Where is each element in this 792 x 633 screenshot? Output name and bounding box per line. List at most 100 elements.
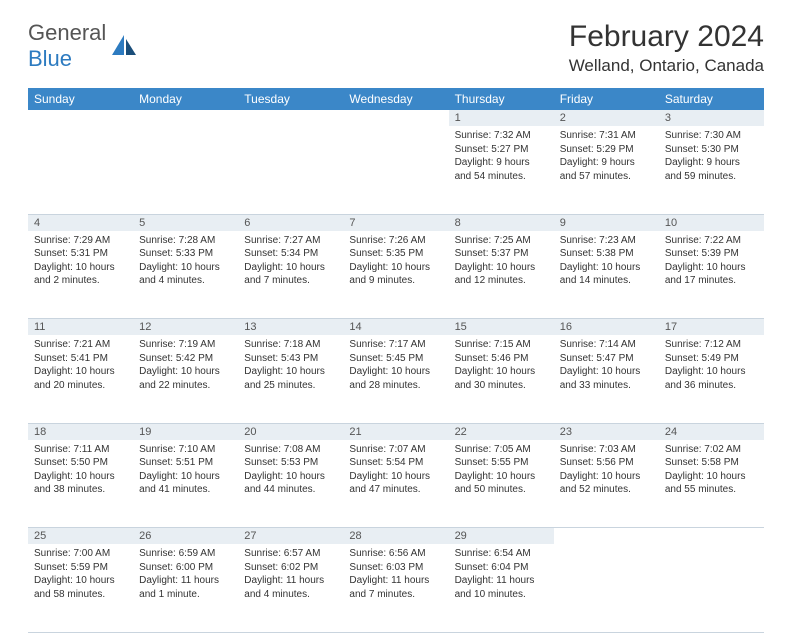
day-number-cell: 22: [449, 423, 554, 440]
day-cell: Sunrise: 6:57 AMSunset: 6:02 PMDaylight:…: [238, 544, 343, 632]
sunset-text: Sunset: 5:34 PM: [244, 247, 337, 261]
day-cell: Sunrise: 6:59 AMSunset: 6:00 PMDaylight:…: [133, 544, 238, 632]
day-cell: Sunrise: 7:10 AMSunset: 5:51 PMDaylight:…: [133, 440, 238, 528]
day-cell: Sunrise: 7:00 AMSunset: 5:59 PMDaylight:…: [28, 544, 133, 632]
day-cell: Sunrise: 7:29 AMSunset: 5:31 PMDaylight:…: [28, 231, 133, 319]
day-cell: Sunrise: 7:26 AMSunset: 5:35 PMDaylight:…: [343, 231, 448, 319]
sunrise-text: Sunrise: 6:54 AM: [455, 547, 548, 561]
daylight-text: Daylight: 10 hours and 28 minutes.: [349, 365, 442, 392]
day-header: Sunday: [28, 88, 133, 110]
sunrise-text: Sunrise: 7:31 AM: [560, 129, 653, 143]
daylight-text: Daylight: 11 hours and 1 minute.: [139, 574, 232, 601]
daylight-text: Daylight: 10 hours and 47 minutes.: [349, 470, 442, 497]
day-header: Wednesday: [343, 88, 448, 110]
sunset-text: Sunset: 6:03 PM: [349, 561, 442, 575]
day-cell: Sunrise: 7:22 AMSunset: 5:39 PMDaylight:…: [659, 231, 764, 319]
daylight-text: Daylight: 10 hours and 52 minutes.: [560, 470, 653, 497]
day-details: Sunrise: 7:00 AMSunset: 5:59 PMDaylight:…: [28, 544, 133, 607]
day-cell: Sunrise: 7:07 AMSunset: 5:54 PMDaylight:…: [343, 440, 448, 528]
daynum-row: 11121314151617: [28, 319, 764, 336]
day-number-cell: 25: [28, 528, 133, 545]
sunset-text: Sunset: 5:41 PM: [34, 352, 127, 366]
day-header-row: SundayMondayTuesdayWednesdayThursdayFrid…: [28, 88, 764, 110]
day-header: Thursday: [449, 88, 554, 110]
day-cell: Sunrise: 7:15 AMSunset: 5:46 PMDaylight:…: [449, 335, 554, 423]
sunrise-text: Sunrise: 7:11 AM: [34, 443, 127, 457]
day-cell: Sunrise: 7:32 AMSunset: 5:27 PMDaylight:…: [449, 126, 554, 214]
day-details: Sunrise: 7:27 AMSunset: 5:34 PMDaylight:…: [238, 231, 343, 294]
sunset-text: Sunset: 5:35 PM: [349, 247, 442, 261]
sunrise-text: Sunrise: 6:56 AM: [349, 547, 442, 561]
day-details: Sunrise: 6:57 AMSunset: 6:02 PMDaylight:…: [238, 544, 343, 607]
month-title: February 2024: [569, 20, 764, 54]
day-details: Sunrise: 7:19 AMSunset: 5:42 PMDaylight:…: [133, 335, 238, 398]
day-cell: [659, 544, 764, 632]
day-details: Sunrise: 7:21 AMSunset: 5:41 PMDaylight:…: [28, 335, 133, 398]
day-cell: Sunrise: 7:25 AMSunset: 5:37 PMDaylight:…: [449, 231, 554, 319]
sunset-text: Sunset: 5:38 PM: [560, 247, 653, 261]
day-number-cell: 17: [659, 319, 764, 336]
day-number-cell: [343, 110, 448, 126]
day-number-cell: 12: [133, 319, 238, 336]
daylight-text: Daylight: 10 hours and 50 minutes.: [455, 470, 548, 497]
day-details: Sunrise: 7:15 AMSunset: 5:46 PMDaylight:…: [449, 335, 554, 398]
sunset-text: Sunset: 5:53 PM: [244, 456, 337, 470]
sunrise-text: Sunrise: 7:10 AM: [139, 443, 232, 457]
sunrise-text: Sunrise: 7:29 AM: [34, 234, 127, 248]
sunset-text: Sunset: 5:46 PM: [455, 352, 548, 366]
day-details: Sunrise: 7:10 AMSunset: 5:51 PMDaylight:…: [133, 440, 238, 503]
day-details: Sunrise: 7:23 AMSunset: 5:38 PMDaylight:…: [554, 231, 659, 294]
day-cell: Sunrise: 6:56 AMSunset: 6:03 PMDaylight:…: [343, 544, 448, 632]
day-number-cell: 23: [554, 423, 659, 440]
day-header: Tuesday: [238, 88, 343, 110]
sunset-text: Sunset: 5:47 PM: [560, 352, 653, 366]
day-cell: Sunrise: 7:08 AMSunset: 5:53 PMDaylight:…: [238, 440, 343, 528]
day-cell: Sunrise: 7:23 AMSunset: 5:38 PMDaylight:…: [554, 231, 659, 319]
sunset-text: Sunset: 5:49 PM: [665, 352, 758, 366]
logo-text: General Blue: [28, 20, 106, 72]
sunrise-text: Sunrise: 7:14 AM: [560, 338, 653, 352]
day-number-cell: 1: [449, 110, 554, 126]
day-details: Sunrise: 7:12 AMSunset: 5:49 PMDaylight:…: [659, 335, 764, 398]
sunset-text: Sunset: 5:45 PM: [349, 352, 442, 366]
daylight-text: Daylight: 10 hours and 20 minutes.: [34, 365, 127, 392]
daylight-text: Daylight: 10 hours and 9 minutes.: [349, 261, 442, 288]
sunrise-text: Sunrise: 7:05 AM: [455, 443, 548, 457]
logo-sail-icon: [110, 33, 138, 59]
daylight-text: Daylight: 10 hours and 22 minutes.: [139, 365, 232, 392]
day-header: Monday: [133, 88, 238, 110]
day-cell: [28, 126, 133, 214]
sunrise-text: Sunrise: 7:28 AM: [139, 234, 232, 248]
sunrise-text: Sunrise: 7:02 AM: [665, 443, 758, 457]
day-details: Sunrise: 7:32 AMSunset: 5:27 PMDaylight:…: [449, 126, 554, 189]
day-number-cell: 28: [343, 528, 448, 545]
sunset-text: Sunset: 5:50 PM: [34, 456, 127, 470]
day-cell: Sunrise: 7:17 AMSunset: 5:45 PMDaylight:…: [343, 335, 448, 423]
day-number-cell: 5: [133, 214, 238, 231]
sunset-text: Sunset: 5:39 PM: [665, 247, 758, 261]
sunset-text: Sunset: 6:02 PM: [244, 561, 337, 575]
day-number-cell: [28, 110, 133, 126]
sunset-text: Sunset: 5:29 PM: [560, 143, 653, 157]
sunset-text: Sunset: 5:42 PM: [139, 352, 232, 366]
header: General Blue February 2024 Welland, Onta…: [28, 20, 764, 76]
daylight-text: Daylight: 10 hours and 17 minutes.: [665, 261, 758, 288]
sunset-text: Sunset: 5:59 PM: [34, 561, 127, 575]
sunrise-text: Sunrise: 7:15 AM: [455, 338, 548, 352]
day-number-cell: 11: [28, 319, 133, 336]
day-details: Sunrise: 7:28 AMSunset: 5:33 PMDaylight:…: [133, 231, 238, 294]
sunrise-text: Sunrise: 7:17 AM: [349, 338, 442, 352]
day-details: Sunrise: 7:22 AMSunset: 5:39 PMDaylight:…: [659, 231, 764, 294]
day-details: Sunrise: 7:26 AMSunset: 5:35 PMDaylight:…: [343, 231, 448, 294]
sunset-text: Sunset: 5:31 PM: [34, 247, 127, 261]
daylight-text: Daylight: 10 hours and 12 minutes.: [455, 261, 548, 288]
logo-word-general: General: [28, 20, 106, 45]
day-details: Sunrise: 7:03 AMSunset: 5:56 PMDaylight:…: [554, 440, 659, 503]
sunrise-text: Sunrise: 6:59 AM: [139, 547, 232, 561]
daylight-text: Daylight: 10 hours and 58 minutes.: [34, 574, 127, 601]
daylight-text: Daylight: 9 hours and 57 minutes.: [560, 156, 653, 183]
day-header: Saturday: [659, 88, 764, 110]
sunset-text: Sunset: 5:58 PM: [665, 456, 758, 470]
day-cell: Sunrise: 7:02 AMSunset: 5:58 PMDaylight:…: [659, 440, 764, 528]
sunset-text: Sunset: 5:51 PM: [139, 456, 232, 470]
